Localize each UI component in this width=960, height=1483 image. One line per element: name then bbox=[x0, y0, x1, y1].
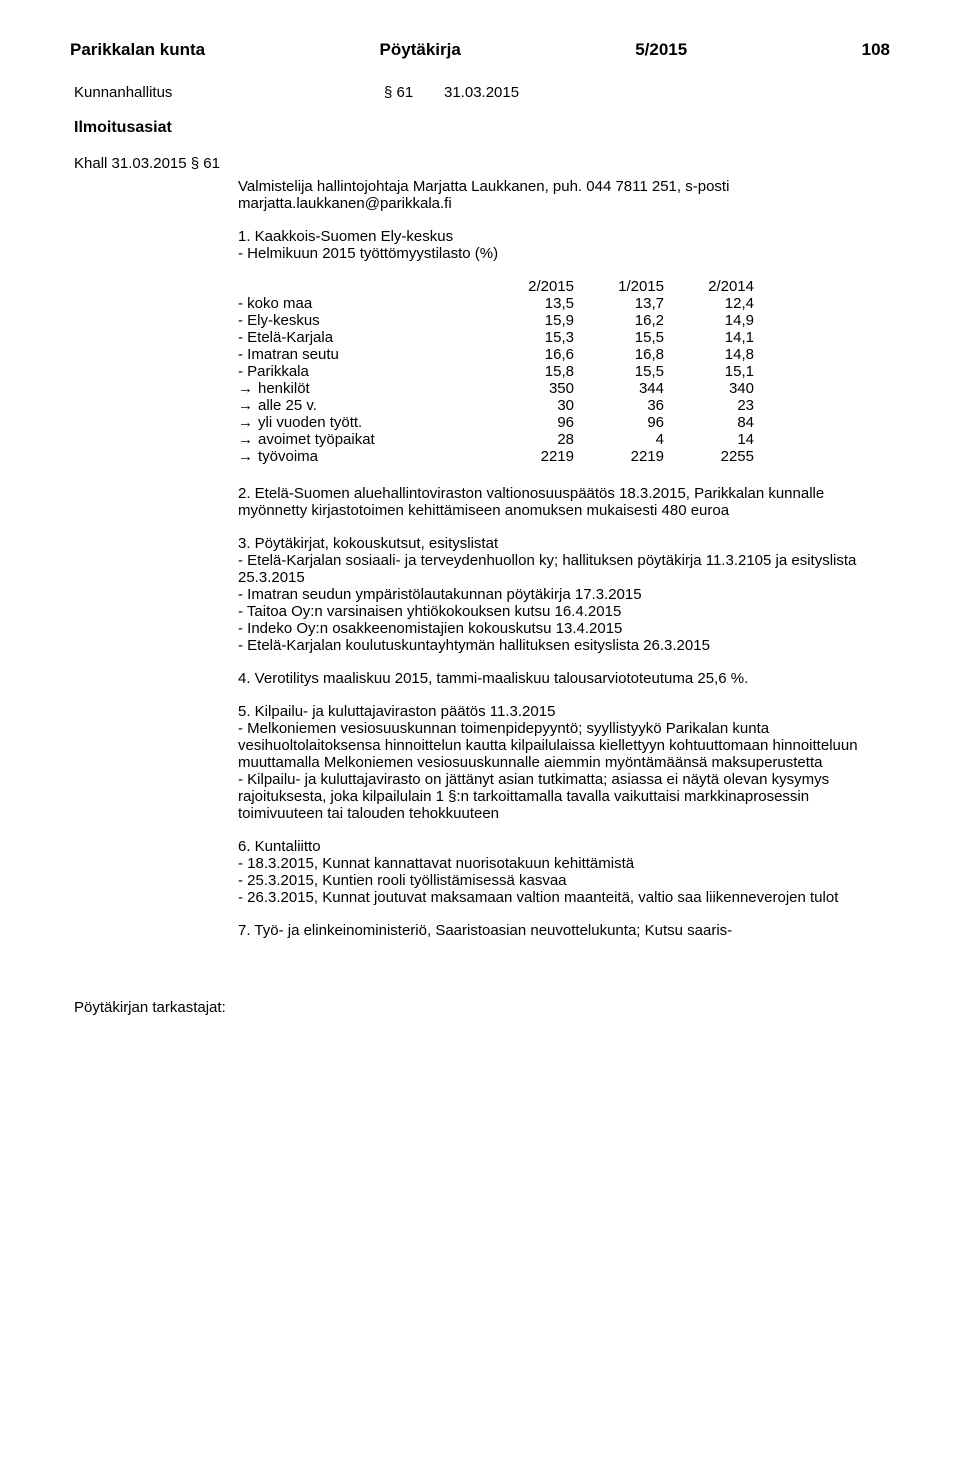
cell: 96 bbox=[574, 414, 664, 431]
cell: 14,9 bbox=[664, 312, 754, 329]
row-label: yli vuoden tyött. bbox=[258, 414, 362, 431]
cell: 28 bbox=[494, 431, 574, 448]
item-6-title: 6. Kuntaliitto bbox=[238, 838, 890, 855]
cell: 13,7 bbox=[574, 295, 664, 312]
table-row: - Etelä-Karjala 15,3 15,5 14,1 bbox=[238, 329, 890, 346]
row-label: henkilöt bbox=[258, 380, 310, 397]
table-row: →henkilöt 350 344 340 bbox=[238, 380, 890, 397]
org-name: Parikkalan kunta bbox=[70, 40, 205, 60]
page-header: Parikkalan kunta Pöytäkirja 5/2015 108 bbox=[70, 40, 890, 60]
cell: 30 bbox=[494, 397, 574, 414]
item-7: 7. Työ- ja elinkeinoministeriö, Saaristo… bbox=[238, 922, 890, 939]
cell: 15,1 bbox=[664, 363, 754, 380]
ref-number: Khall 31.03.2015 § 61 bbox=[70, 155, 242, 172]
preparer-info: Valmistelija hallintojohtaja Marjatta La… bbox=[238, 178, 890, 212]
item-3-line: - Etelä-Karjalan koulutuskuntayhtymän ha… bbox=[238, 637, 890, 654]
item-6: 6. Kuntaliitto - 18.3.2015, Kunnat kanna… bbox=[238, 838, 890, 906]
section-number: § 61 bbox=[384, 84, 444, 101]
table-row: →työvoima 2219 2219 2255 bbox=[238, 448, 890, 465]
footer-label: Pöytäkirjan tarkastajat: bbox=[70, 999, 890, 1016]
meeting-date: 31.03.2015 bbox=[444, 84, 519, 101]
col-header-1: 2/2015 bbox=[494, 278, 574, 295]
table-row: →yli vuoden tyött. 96 96 84 bbox=[238, 414, 890, 431]
cell: 16,2 bbox=[574, 312, 664, 329]
row-label: työvoima bbox=[258, 448, 318, 465]
item-6-line: - 26.3.2015, Kunnat joutuvat maksamaan v… bbox=[238, 889, 890, 906]
cell: 2255 bbox=[664, 448, 754, 465]
arrow-icon: → bbox=[238, 431, 258, 448]
item-3: 3. Pöytäkirjat, kokouskutsut, esityslist… bbox=[238, 535, 890, 654]
table-row: - Parikkala 15,8 15,5 15,1 bbox=[238, 363, 890, 380]
cell: 14,1 bbox=[664, 329, 754, 346]
arrow-icon: → bbox=[238, 380, 258, 397]
cell: 340 bbox=[664, 380, 754, 397]
table-header-row: 2/2015 1/2015 2/2014 bbox=[238, 278, 890, 295]
table-row: →alle 25 v. 30 36 23 bbox=[238, 397, 890, 414]
item-3-line: - Taitoa Oy:n varsinaisen yhtiökokouksen… bbox=[238, 603, 890, 620]
cell: 23 bbox=[664, 397, 754, 414]
cell: 14,8 bbox=[664, 346, 754, 363]
item-6-line: - 18.3.2015, Kunnat kannattavat nuorisot… bbox=[238, 855, 890, 872]
cell: 15,9 bbox=[494, 312, 574, 329]
cell: 15,5 bbox=[574, 329, 664, 346]
row-label: - koko maa bbox=[238, 295, 494, 312]
item-3-line: - Imatran seudun ympäristölautakunnan pö… bbox=[238, 586, 890, 603]
cell: 15,8 bbox=[494, 363, 574, 380]
item-5-title: 5. Kilpailu- ja kuluttajaviraston päätös… bbox=[238, 703, 890, 720]
item-1-title: 1. Kaakkois-Suomen Ely-keskus bbox=[238, 228, 890, 245]
table-row: - Imatran seutu 16,6 16,8 14,8 bbox=[238, 346, 890, 363]
item-5: 5. Kilpailu- ja kuluttajaviraston päätös… bbox=[238, 703, 890, 822]
cell: 350 bbox=[494, 380, 574, 397]
col-header-2: 1/2015 bbox=[574, 278, 664, 295]
cell: 96 bbox=[494, 414, 574, 431]
col-header-3: 2/2014 bbox=[664, 278, 754, 295]
item-2: 2. Etelä-Suomen aluehallintoviraston val… bbox=[238, 485, 890, 519]
table-row: - Ely-keskus 15,9 16,2 14,9 bbox=[238, 312, 890, 329]
item-5-line: - Kilpailu- ja kuluttajavirasto on jättä… bbox=[238, 771, 890, 822]
arrow-icon: → bbox=[238, 414, 258, 431]
item-3-title: 3. Pöytäkirjat, kokouskutsut, esityslist… bbox=[238, 535, 890, 552]
cell: 15,5 bbox=[574, 363, 664, 380]
row-label: avoimet työpaikat bbox=[258, 431, 375, 448]
cell: 36 bbox=[574, 397, 664, 414]
page-number: 108 bbox=[862, 40, 890, 60]
item-4: 4. Verotilitys maaliskuu 2015, tammi-maa… bbox=[238, 670, 890, 687]
cell: 2219 bbox=[574, 448, 664, 465]
item-6-line: - 25.3.2015, Kuntien rooli työllistämise… bbox=[238, 872, 890, 889]
row-label: - Parikkala bbox=[238, 363, 494, 380]
cell: 84 bbox=[664, 414, 754, 431]
cell: 2219 bbox=[494, 448, 574, 465]
item-3-line: - Etelä-Karjalan sosiaali- ja terveydenh… bbox=[238, 552, 890, 586]
cell: 15,3 bbox=[494, 329, 574, 346]
doc-type: Pöytäkirja bbox=[380, 40, 461, 60]
cell: 4 bbox=[574, 431, 664, 448]
table-row: →avoimet työpaikat 28 4 14 bbox=[238, 431, 890, 448]
body-name: Kunnanhallitus bbox=[74, 84, 384, 101]
cell: 14 bbox=[664, 431, 754, 448]
cell: 13,5 bbox=[494, 295, 574, 312]
item-1-subtitle: - Helmikuun 2015 työttömyystilasto (%) bbox=[238, 245, 890, 262]
cell: 16,8 bbox=[574, 346, 664, 363]
cell: 344 bbox=[574, 380, 664, 397]
doc-number: 5/2015 bbox=[635, 40, 687, 60]
item-3-line: - Indeko Oy:n osakkeenomistajien kokousk… bbox=[238, 620, 890, 637]
table-row: - koko maa 13,5 13,7 12,4 bbox=[238, 295, 890, 312]
unemployment-table: 2/2015 1/2015 2/2014 - koko maa 13,5 13,… bbox=[238, 278, 890, 465]
arrow-icon: → bbox=[238, 397, 258, 414]
arrow-icon: → bbox=[238, 448, 258, 465]
row-label: - Ely-keskus bbox=[238, 312, 494, 329]
row-label: alle 25 v. bbox=[258, 397, 317, 414]
sub-header: Kunnanhallitus § 61 31.03.2015 bbox=[70, 84, 890, 101]
row-label: - Imatran seutu bbox=[238, 346, 494, 363]
section-title: Ilmoitusasiat bbox=[70, 119, 890, 137]
cell: 16,6 bbox=[494, 346, 574, 363]
row-label: - Etelä-Karjala bbox=[238, 329, 494, 346]
cell: 12,4 bbox=[664, 295, 754, 312]
item-5-line: - Melkoniemen vesiosuuskunnan toimenpide… bbox=[238, 720, 890, 771]
